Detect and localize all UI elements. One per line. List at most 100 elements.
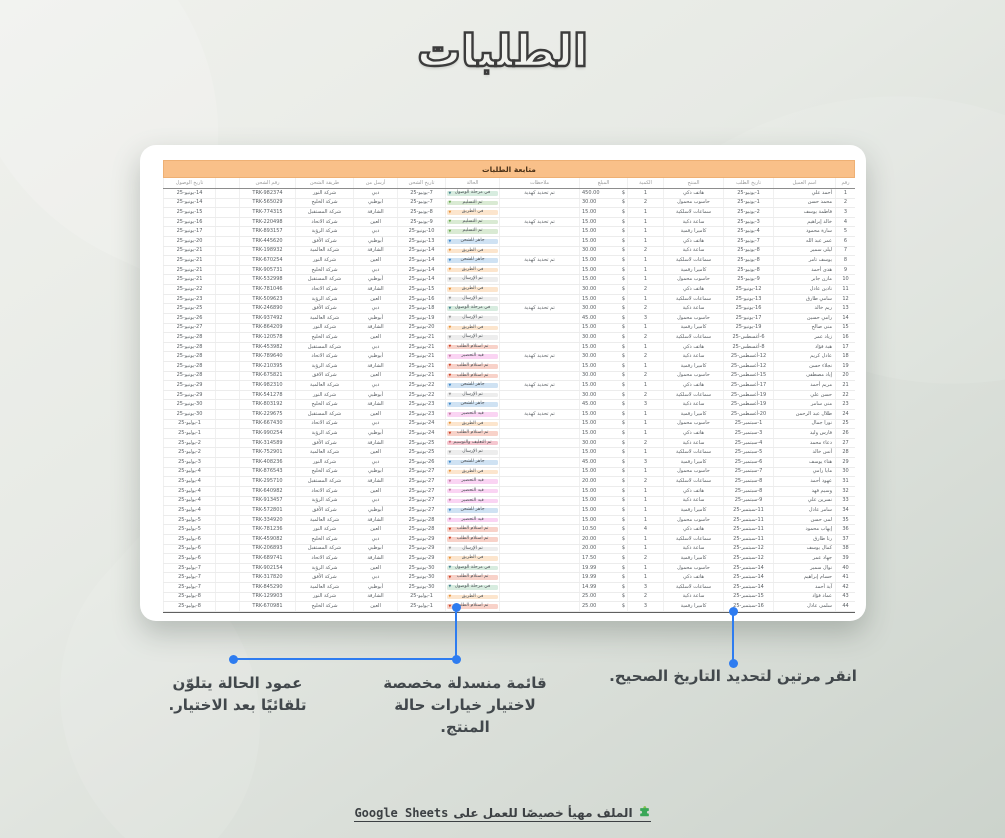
cell-arrival_date[interactable]: 3-يوليو-25 bbox=[163, 458, 215, 467]
cell-ship_method[interactable]: شركة العالمية bbox=[295, 515, 353, 525]
cell-tracking_no[interactable]: TRK-803192 bbox=[239, 400, 295, 410]
cell-qty[interactable]: 1 bbox=[627, 448, 663, 458]
cell-note[interactable]: تم تحديد كهدية bbox=[499, 381, 579, 390]
cell-arrival_date[interactable]: 27-يونيو-25 bbox=[163, 323, 215, 333]
cell-amount[interactable]: 15.00 $ bbox=[579, 506, 627, 515]
cell-customer[interactable]: أنس خالد bbox=[773, 448, 835, 458]
cell-status[interactable]: تم استلام الطلب ▼ bbox=[445, 371, 499, 381]
status-dropdown-arrow-icon[interactable]: ▼ bbox=[448, 459, 452, 464]
cell-qty[interactable]: 1 bbox=[627, 496, 663, 506]
cell-status[interactable]: في الطريق ▼ bbox=[445, 467, 499, 477]
cell-tracking_no[interactable]: TRK-670981 bbox=[239, 602, 295, 611]
cell-note[interactable] bbox=[499, 323, 579, 333]
cell-arrival_date[interactable]: 1-يوليو-25 bbox=[163, 419, 215, 429]
status-dropdown-arrow-icon[interactable]: ▼ bbox=[448, 507, 452, 512]
cell-amount[interactable]: 17.50 $ bbox=[579, 554, 627, 563]
status-dropdown-arrow-icon[interactable]: ▼ bbox=[448, 594, 452, 599]
cell-product[interactable]: سماعات لاسلكية bbox=[663, 208, 723, 217]
cell-ship_date[interactable]: 28-يونيو-25 bbox=[397, 515, 445, 525]
cell-ship_date[interactable]: 21-يونيو-25 bbox=[397, 333, 445, 342]
cell-arrival_date[interactable]: 4-يوليو-25 bbox=[163, 477, 215, 486]
cell-note[interactable] bbox=[499, 563, 579, 573]
cell-order_date[interactable]: 6-أغسطس-25 bbox=[723, 333, 773, 342]
cell-arrival_date[interactable]: 4-يوليو-25 bbox=[163, 486, 215, 496]
cell-status[interactable]: في مرحلة الوصول ▼ bbox=[445, 563, 499, 573]
cell-arrival_date[interactable]: 4-يوليو-25 bbox=[163, 467, 215, 477]
cell-ship_date[interactable]: 14-يونيو-25 bbox=[397, 256, 445, 265]
cell-no[interactable]: 25 bbox=[835, 419, 855, 429]
status-dropdown-arrow-icon[interactable]: ▼ bbox=[448, 228, 452, 233]
cell-arrival_date[interactable]: 29-يونيو-25 bbox=[163, 390, 215, 400]
cell-tracking_no[interactable]: TRK-675821 bbox=[239, 371, 295, 381]
cell-note[interactable] bbox=[499, 448, 579, 458]
cell-ship_method[interactable]: شركة الأفق bbox=[295, 438, 353, 448]
cell-sent_from[interactable]: دبي bbox=[353, 189, 397, 198]
cell-ship_method[interactable]: شركة العالمية bbox=[295, 246, 353, 256]
cell-order_date[interactable]: 14-سبتمبر-25 bbox=[723, 582, 773, 592]
cell-tracking_no[interactable]: TRK-982310 bbox=[239, 381, 295, 390]
cell-tracking_no[interactable]: TRK-317820 bbox=[239, 573, 295, 582]
cell-customer[interactable]: عمر عبد الله bbox=[773, 237, 835, 246]
cell-amount[interactable]: 30.00 $ bbox=[579, 371, 627, 381]
cell-product[interactable]: ساعة ذكية bbox=[663, 352, 723, 361]
cell-status[interactable]: تم التسليم ▼ bbox=[445, 227, 499, 237]
cell-order_date[interactable]: 8-يونيو-25 bbox=[723, 265, 773, 275]
cell-amount[interactable]: 14.99 $ bbox=[579, 582, 627, 592]
cell-note[interactable] bbox=[499, 371, 579, 381]
cell-product[interactable]: سماعات لاسلكية bbox=[663, 390, 723, 400]
cell-qty[interactable]: 1 bbox=[627, 342, 663, 352]
cell-note[interactable] bbox=[499, 390, 579, 400]
cell-status[interactable]: في الطريق ▼ bbox=[445, 246, 499, 256]
cell-ship_date[interactable]: 8-يونيو-25 bbox=[397, 208, 445, 217]
cell-qty[interactable]: 1 bbox=[627, 419, 663, 429]
cell-tracking_no[interactable]: TRK-667430 bbox=[239, 419, 295, 429]
cell-arrival_date[interactable]: 30-يونيو-25 bbox=[163, 410, 215, 419]
cell-spacer[interactable] bbox=[215, 515, 239, 525]
cell-ship_date[interactable]: 21-يونيو-25 bbox=[397, 361, 445, 371]
cell-ship_method[interactable]: شركة الخليج bbox=[295, 198, 353, 208]
cell-tracking_no[interactable]: TRK-314589 bbox=[239, 438, 295, 448]
cell-sent_from[interactable]: الشارقة bbox=[353, 515, 397, 525]
cell-qty[interactable]: 1 bbox=[627, 563, 663, 573]
cell-customer[interactable]: نوال سمير bbox=[773, 563, 835, 573]
cell-no[interactable]: 21 bbox=[835, 381, 855, 390]
cell-no[interactable]: 33 bbox=[835, 496, 855, 506]
cell-ship_method[interactable]: شركة المستقبل bbox=[295, 477, 353, 486]
cell-spacer[interactable] bbox=[215, 448, 239, 458]
cell-ship_method[interactable]: شركة الخليج bbox=[295, 400, 353, 410]
cell-sent_from[interactable]: أبوظبي bbox=[353, 506, 397, 515]
cell-tracking_no[interactable]: TRK-532998 bbox=[239, 275, 295, 285]
cell-customer[interactable]: عماد فؤاد bbox=[773, 592, 835, 602]
cell-spacer[interactable] bbox=[215, 419, 239, 429]
cell-status[interactable]: تم استلام الطلب ▼ bbox=[445, 534, 499, 544]
cell-arrival_date[interactable]: 14-يونيو-25 bbox=[163, 198, 215, 208]
cell-customer[interactable]: فاطمة يوسف bbox=[773, 208, 835, 217]
cell-status[interactable]: قيد التحضير ▼ bbox=[445, 352, 499, 361]
status-dropdown-arrow-icon[interactable]: ▼ bbox=[448, 546, 452, 551]
cell-status[interactable]: تم الإرسال ▼ bbox=[445, 275, 499, 285]
cell-note[interactable] bbox=[499, 227, 579, 237]
cell-no[interactable]: 9 bbox=[835, 265, 855, 275]
cell-product[interactable]: حاسوب محمول bbox=[663, 198, 723, 208]
status-dropdown-arrow-icon[interactable]: ▼ bbox=[448, 555, 452, 560]
cell-ship_method[interactable]: شركة الخليج bbox=[295, 467, 353, 477]
cell-no[interactable]: 36 bbox=[835, 525, 855, 534]
cell-amount[interactable]: 25.00 $ bbox=[579, 602, 627, 611]
cell-product[interactable]: هاتف ذكي bbox=[663, 285, 723, 294]
cell-ship_method[interactable]: شركة المستقبل bbox=[295, 208, 353, 217]
cell-arrival_date[interactable]: 6-يوليو-25 bbox=[163, 554, 215, 563]
cell-status[interactable]: في الطريق ▼ bbox=[445, 208, 499, 217]
cell-no[interactable]: 27 bbox=[835, 438, 855, 448]
cell-ship_method[interactable]: شركة الرؤية bbox=[295, 361, 353, 371]
cell-sent_from[interactable]: العين bbox=[353, 525, 397, 534]
cell-customer[interactable]: لمى حسن bbox=[773, 515, 835, 525]
cell-status[interactable]: قيد التحضير ▼ bbox=[445, 496, 499, 506]
cell-product[interactable]: حاسوب محمول bbox=[663, 467, 723, 477]
cell-spacer[interactable] bbox=[215, 275, 239, 285]
cell-sent_from[interactable]: الشارقة bbox=[353, 323, 397, 333]
status-dropdown-arrow-icon[interactable]: ▼ bbox=[448, 296, 452, 301]
cell-qty[interactable]: 3 bbox=[627, 313, 663, 323]
cell-customer[interactable]: مريم أحمد bbox=[773, 381, 835, 390]
cell-amount[interactable]: 15.00 $ bbox=[579, 256, 627, 265]
status-dropdown-arrow-icon[interactable]: ▼ bbox=[448, 363, 452, 368]
